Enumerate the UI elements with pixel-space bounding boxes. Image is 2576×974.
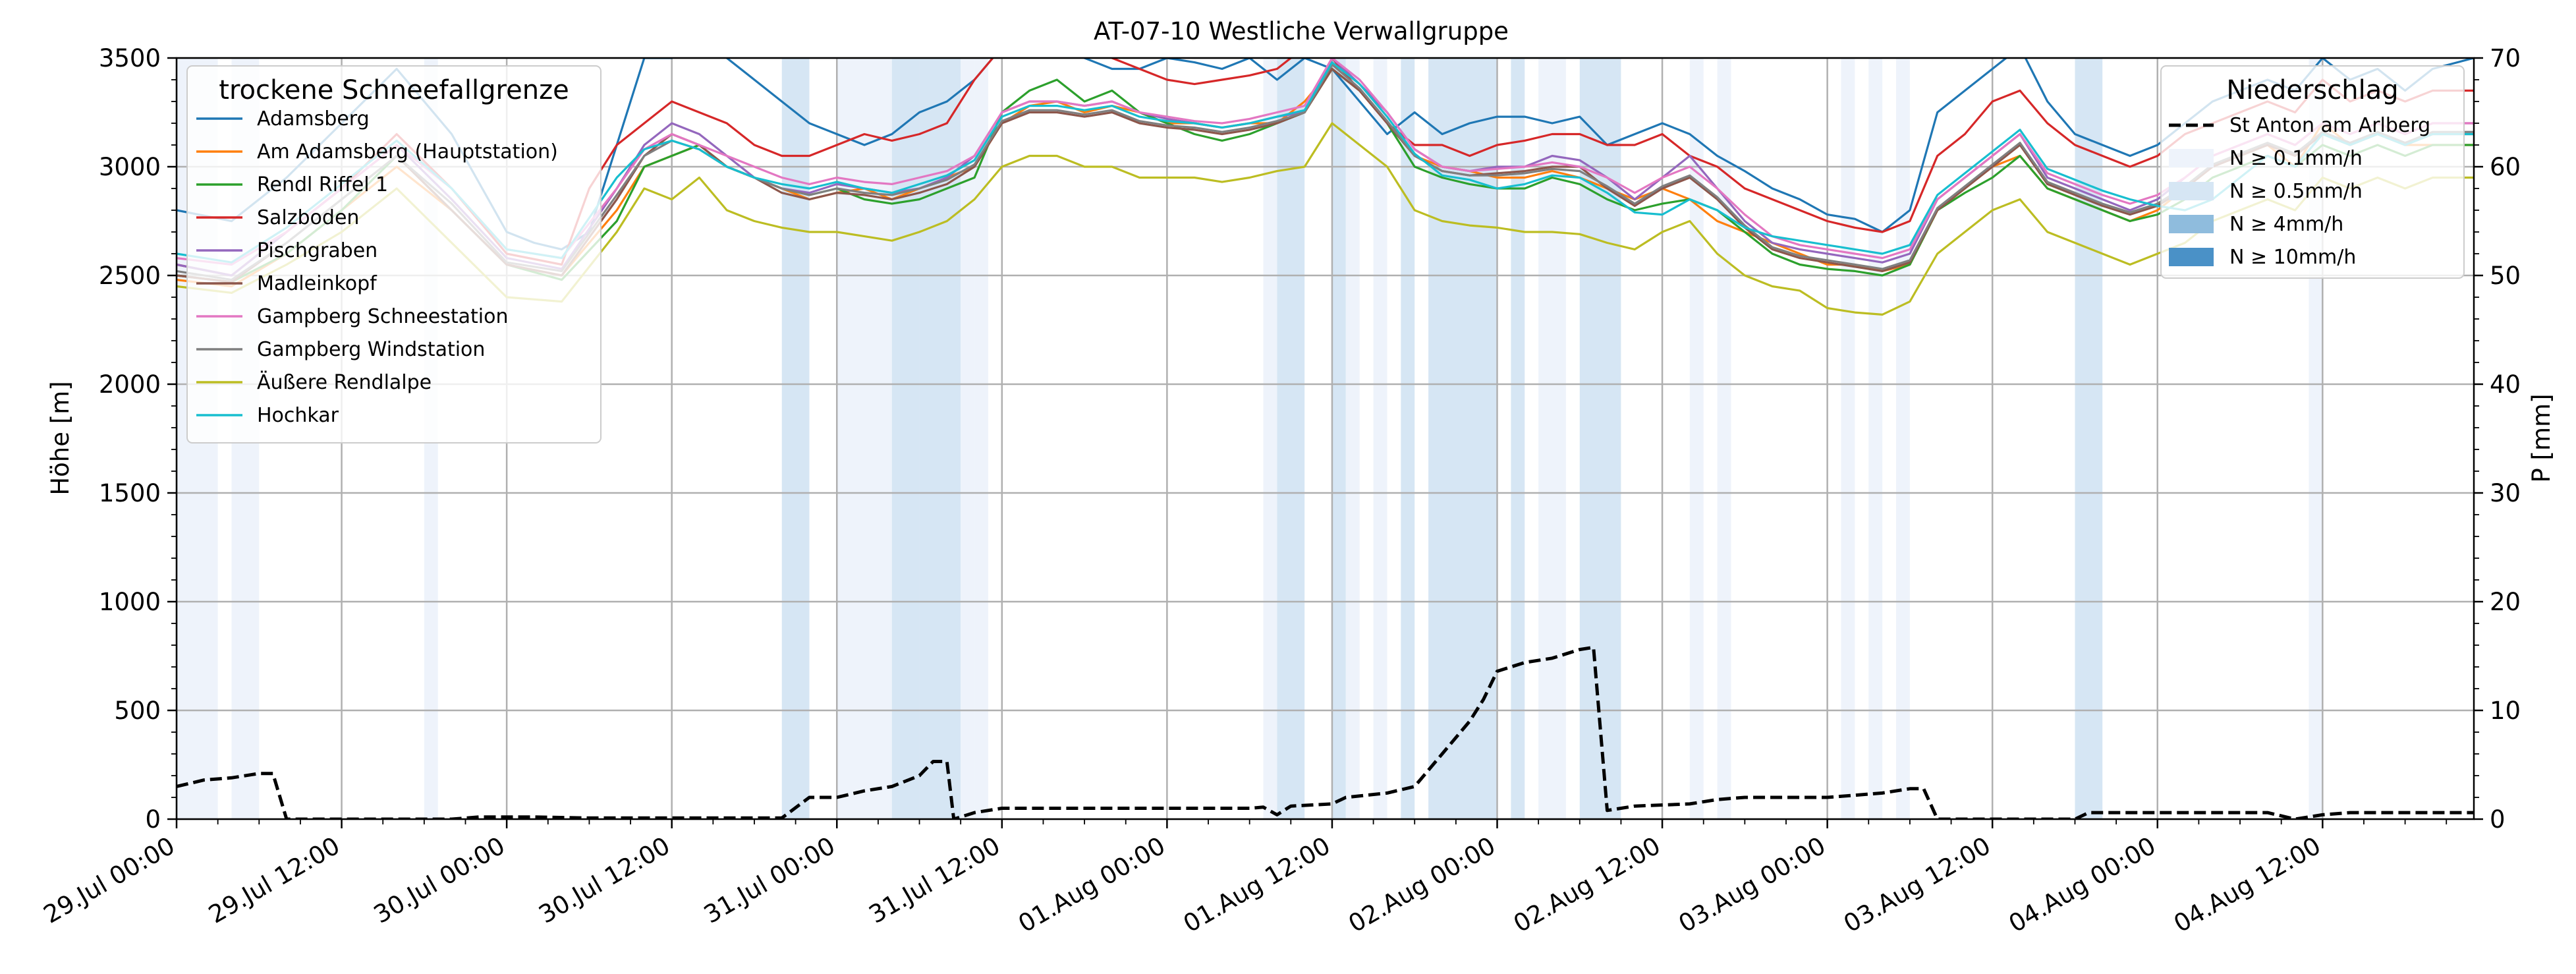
series-line-6 — [177, 58, 2474, 266]
y2-tick-label-6: 60 — [2490, 153, 2521, 181]
legend-niederschlag: Niederschlag St Anton am Arlberg N ≥ 0.1m… — [2160, 65, 2465, 279]
legend-schneefallgrenze: trockene Schneefallgrenze Adamsberg Am Ad… — [186, 65, 602, 444]
x-tick-label-6: 01.Aug 00:00 — [1013, 832, 1170, 938]
precip-band-14 — [1401, 58, 1415, 819]
precip-band-3 — [781, 58, 810, 819]
legend-left-entry-8: Äußere Rendlalpe — [257, 370, 432, 394]
legend-right-title: Niederschlag — [2226, 75, 2398, 105]
precip-band-8 — [974, 58, 988, 819]
precip-band-5 — [891, 58, 920, 819]
x-tick-label-2: 30.Jul 00:00 — [369, 832, 510, 929]
precip-band-9 — [1263, 58, 1277, 819]
legend-left-box — [186, 65, 602, 444]
legend-left-entry-4: Pischgraben — [257, 239, 378, 262]
legend-right-entry-2: N ≥ 0.5mm/h — [2229, 180, 2363, 203]
y-tick-label-0: 0 — [145, 805, 161, 834]
x-tick-label-11: 03.Aug 12:00 — [1839, 832, 1996, 938]
chart-title: AT-07-10 Westliche Verwallgruppe — [1094, 17, 1509, 45]
x-tick-label-0: 29.Jul 00:00 — [39, 832, 180, 929]
precip-band-19 — [1689, 58, 1704, 819]
legend-left-entry-6: Gampberg Schneestation — [257, 305, 509, 328]
y2-tick-label-4: 40 — [2490, 370, 2521, 399]
legend-right-swatch-1 — [2169, 149, 2214, 167]
legend-right-entry-0: St Anton am Arlberg — [2229, 114, 2430, 137]
precip-band-22 — [1868, 58, 1883, 819]
precip-band-21 — [1841, 58, 1855, 819]
x-tick-label-9: 02.Aug 12:00 — [1509, 832, 1666, 938]
precip-band-7 — [961, 58, 975, 819]
y2-tick-label-7: 70 — [2490, 44, 2521, 72]
legend-right-swatch-2 — [2169, 182, 2214, 200]
y2-tick-labels: 0 10 20 30 40 50 60 70 — [2490, 44, 2521, 834]
legend-left-entry-1: Am Adamsberg (Hauptstation) — [257, 140, 558, 163]
legend-right-entry-1: N ≥ 0.1mm/h — [2229, 147, 2363, 170]
x-tick-label-7: 01.Aug 12:00 — [1179, 832, 1335, 938]
precip-series-line — [177, 645, 2474, 819]
legend-right-entry-4: N ≥ 10mm/h — [2229, 246, 2356, 269]
precip-band-11 — [1331, 58, 1346, 819]
y2-tick-label-2: 20 — [2490, 588, 2521, 616]
y-tick-label-3: 1500 — [99, 479, 161, 507]
x-tick-label-5: 31.Jul 12:00 — [864, 832, 1005, 929]
y2-tick-label-5: 50 — [2490, 262, 2521, 290]
y-tick-label-1: 500 — [114, 697, 161, 725]
x-tick-label-8: 02.Aug 00:00 — [1343, 832, 1500, 938]
plot-frame — [175, 57, 2475, 820]
legend-left-entry-9: Hochkar — [257, 404, 339, 427]
x-tick-label-10: 03.Aug 00:00 — [1674, 832, 1831, 938]
x-tick-label-13: 04.Aug 12:00 — [2169, 832, 2326, 938]
precip-band-23 — [1896, 58, 1910, 819]
axis-ticks — [167, 57, 2483, 828]
precip-band-17 — [1538, 58, 1566, 819]
x-tick-label-12: 04.Aug 00:00 — [2004, 832, 2161, 938]
x-tick-label-1: 29.Jul 12:00 — [204, 832, 345, 929]
precip-band-20 — [1717, 58, 1731, 819]
precip-band-24 — [2075, 58, 2103, 819]
precip-band-10 — [1277, 58, 1305, 819]
precip-band-12 — [1345, 58, 1360, 819]
legend-left-title: trockene Schneefallgrenze — [219, 75, 569, 105]
precip-band-4 — [837, 58, 892, 819]
legend-left-entry-7: Gampberg Windstation — [257, 338, 485, 361]
series-line-0 — [177, 58, 2474, 250]
legend-left-entry-2: Rendl Riffel 1 — [257, 173, 388, 196]
x-tick-labels: 29.Jul 00:00 29.Jul 12:00 30.Jul 00:00 30.J… — [39, 832, 2326, 938]
precip-line — [177, 645, 2474, 819]
legend-left-entry-5: Madleinkopf — [257, 272, 378, 295]
legend-right-entry-3: N ≥ 4mm/h — [2229, 213, 2343, 236]
legend-right-swatch-3 — [2169, 215, 2214, 233]
legend-left-entry-0: Adamsberg — [257, 107, 370, 130]
y-tick-label-2: 1000 — [99, 588, 161, 616]
x-tick-label-4: 31.Jul 00:00 — [699, 832, 840, 929]
y-tick-label-4: 2000 — [99, 370, 161, 399]
series-line-9 — [177, 61, 2474, 264]
series-lines — [177, 58, 2474, 316]
y2-tick-label-1: 10 — [2490, 697, 2521, 725]
y-axis-label: Höhe [m] — [46, 381, 74, 495]
precip-band-16 — [1511, 58, 1525, 819]
legend-right-swatch-4 — [2169, 248, 2214, 266]
y-tick-label-6: 3000 — [99, 153, 161, 181]
y-tick-label-7: 3500 — [99, 44, 161, 72]
y-tick-label-5: 2500 — [99, 262, 161, 290]
x-tick-label-3: 30.Jul 12:00 — [534, 832, 675, 929]
precip-band-13 — [1373, 58, 1387, 819]
y2-tick-label-0: 0 — [2490, 805, 2506, 834]
y2-axis-label: P [mm] — [2527, 393, 2556, 482]
series-line-3 — [177, 58, 2474, 277]
y-tick-labels: 0 500 1000 1500 2000 2500 3000 3500 — [99, 44, 161, 834]
legend-left-entry-3: Salzboden — [257, 206, 359, 229]
legend-right-box — [2160, 65, 2465, 279]
y2-tick-label-3: 30 — [2490, 479, 2521, 507]
series-line-8 — [177, 122, 2474, 316]
